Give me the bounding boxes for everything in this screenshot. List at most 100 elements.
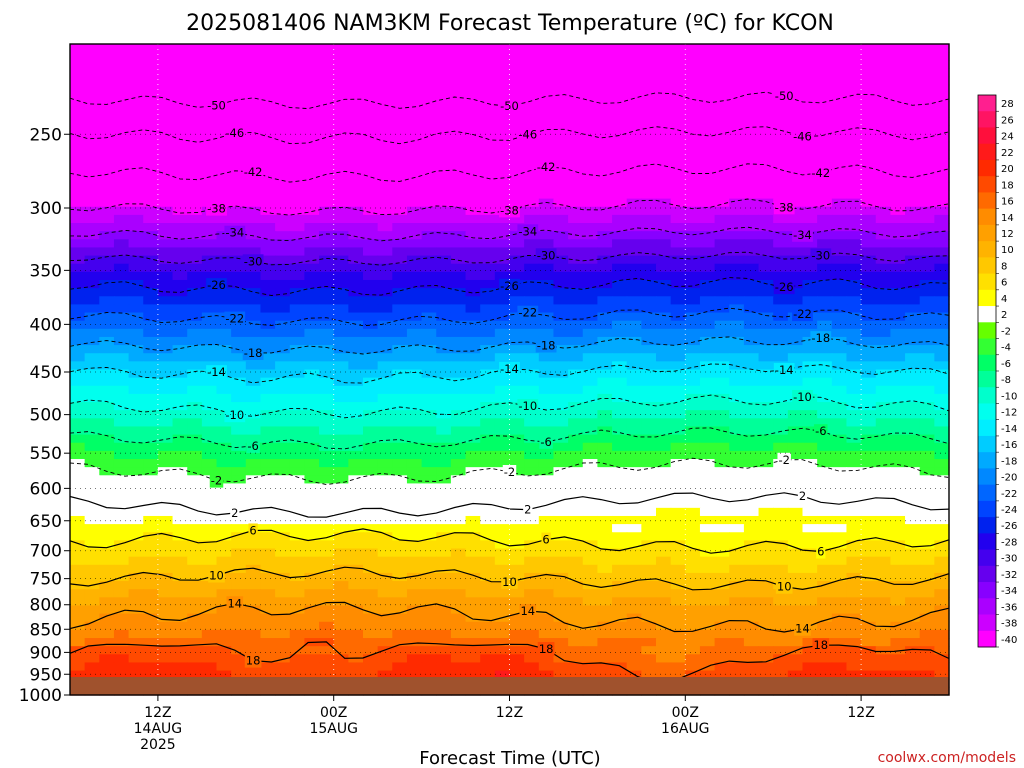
heatmap-cell [597,548,613,558]
heatmap-cell [905,109,921,118]
y-tick-label: 500 [30,406,62,426]
heatmap-cell [333,515,349,525]
heatmap-cell [113,524,130,533]
heatmap-cell [919,304,935,314]
heatmap-cell [289,166,305,175]
heatmap-cell [494,393,511,403]
heatmap-cell [377,515,393,525]
heatmap-cell [157,44,174,53]
heatmap-cell [787,361,804,371]
heatmap-cell [934,206,950,216]
heatmap-cell [231,393,247,403]
heatmap-cell [172,515,188,525]
heatmap-cell [465,515,481,525]
heatmap-cell [187,377,203,387]
heatmap-cell [831,100,848,110]
heatmap-cell [172,491,188,501]
heatmap-cell [231,149,247,159]
heatmap-cell [231,198,247,208]
heatmap-cell [846,548,862,558]
heatmap-cell [758,182,774,192]
heatmap-cell [802,117,818,126]
heatmap-cell [538,117,555,126]
heatmap-cell [670,345,686,354]
heatmap-cell [260,434,276,444]
heatmap-cell [260,459,276,468]
heatmap-cell [714,263,730,273]
heatmap-cell [494,434,511,444]
contour-label-bg [499,278,520,293]
heatmap-cell [304,589,320,598]
heatmap-cell [201,328,218,338]
heatmap-cell [304,198,320,208]
heatmap-cell [348,328,364,338]
heatmap-cell [245,426,262,436]
heatmap-cell [802,141,818,151]
heatmap-cell [70,100,86,110]
heatmap-cell [333,572,349,582]
heatmap-cell [670,589,686,598]
heatmap-cell [787,605,804,615]
heatmap-cell [128,336,144,346]
contour-label: -34 [225,226,244,240]
heatmap-cell [289,556,305,566]
heatmap-cell [494,629,511,639]
heatmap-cell [348,174,364,183]
heatmap-cell [348,149,364,159]
heatmap-cell [289,92,305,102]
heatmap-cell [831,125,848,135]
heatmap-cell [216,467,232,476]
heatmap-cell [392,149,408,159]
heatmap-cell [670,418,686,428]
heatmap-cell [626,548,642,558]
contour-line [69,226,950,242]
heatmap-cell [392,548,408,558]
heatmap-cell [758,491,774,501]
heatmap-cell [450,190,467,200]
heatmap-cell [450,662,467,672]
heatmap-cell [494,621,511,631]
heatmap-cell [319,231,335,240]
heatmap-cell [99,52,115,61]
heatmap-cell [392,125,408,135]
heatmap-cell [568,44,584,53]
heatmap-cell [509,434,525,444]
contour-label-bg [797,489,808,504]
heatmap-cell [70,402,86,411]
heatmap-cell [392,515,408,525]
heatmap-cell [553,385,569,395]
heatmap-cell [172,157,188,167]
heatmap-cell [582,206,598,216]
heatmap-cell [275,499,291,509]
heatmap-cell [436,532,452,541]
heatmap-cell [436,589,452,598]
heatmap-cell [743,214,760,224]
heatmap-cell [890,475,906,485]
heatmap-cell [568,646,584,655]
heatmap-cell [333,491,349,501]
heatmap-cell [421,475,437,485]
heatmap-cell [758,336,774,346]
heatmap-cell [450,182,467,192]
heatmap-cell [934,345,950,354]
heatmap-cell [465,475,481,485]
heatmap-cell [494,336,511,346]
heatmap-cell [905,125,921,135]
heatmap-cell [70,60,86,70]
heatmap-cell [685,418,701,428]
heatmap-cell [875,44,891,53]
contour-label: -10 [793,390,812,404]
heatmap-cell [436,239,452,249]
heatmap-cell [319,255,335,265]
heatmap-cell [465,133,481,143]
heatmap-cell [231,157,247,167]
heatmap-cell [216,540,232,550]
contour-label: 18 [539,642,554,656]
heatmap-cell [392,589,408,598]
heatmap-cell [656,532,672,541]
heatmap-cell [612,654,628,664]
heatmap-cell [450,515,467,525]
heatmap-cell [406,125,423,135]
heatmap-cell [729,157,745,167]
heatmap-cell [787,117,804,126]
